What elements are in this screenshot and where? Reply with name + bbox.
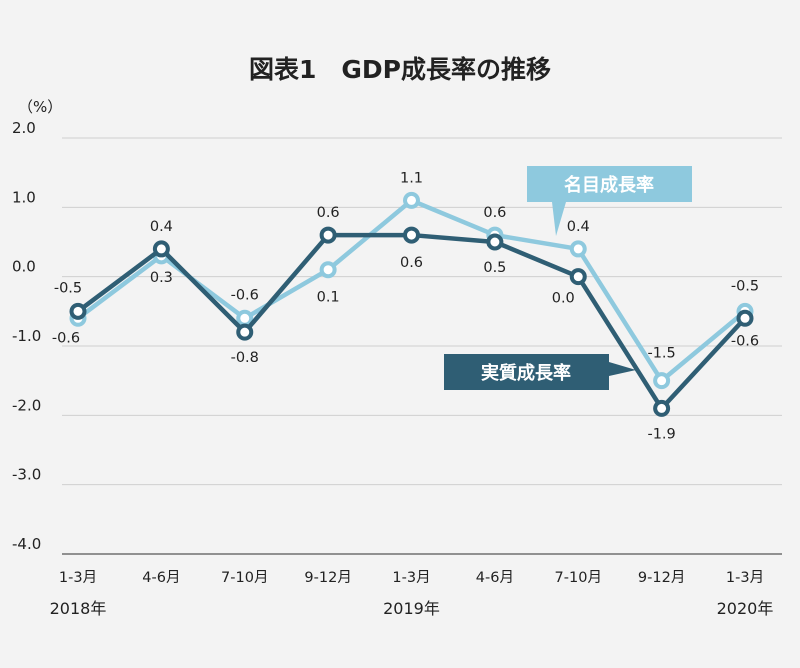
x-axis-category-labels: 1-3月 4-6月 7-10月 9-12月 1-3月 4-6月 7-10月 9-12月 1-3月: [59, 570, 764, 586]
data-point: [569, 240, 587, 258]
data-point: [236, 309, 254, 327]
data-label: -0.6: [52, 330, 80, 346]
x-category-label: 9-12月: [638, 570, 685, 586]
data-label: -1.9: [647, 426, 675, 442]
legend-nominal-pointer: [552, 202, 566, 236]
data-label: 0.6: [483, 205, 506, 221]
y-axis-tick-labels: 2.0 1.0 0.0 -1.0 -2.0 -3.0 -4.0: [12, 119, 41, 553]
data-label: -0.5: [54, 280, 82, 296]
x-category-label: 4-6月: [476, 570, 514, 586]
legend-real-pointer: [609, 362, 636, 376]
data-point: [569, 268, 587, 286]
data-label: -0.5: [731, 278, 759, 294]
data-point: [69, 302, 87, 320]
y-tick-label: 0.0: [12, 258, 36, 276]
data-label: -0.6: [231, 287, 259, 303]
data-point: [403, 226, 420, 244]
data-point: [152, 240, 170, 258]
x-category-label: 1-3月: [59, 570, 97, 586]
data-point: [236, 323, 254, 341]
legend-nominal: 名目成長率: [527, 166, 692, 236]
data-point: [736, 309, 754, 327]
y-tick-label: 1.0: [12, 188, 36, 206]
x-axis-year-labels: 2018年 2019年 2020年: [50, 599, 774, 618]
series-lines: [69, 191, 754, 417]
x-category-label: 1-3月: [392, 570, 430, 586]
data-label: 0.4: [150, 219, 173, 235]
y-tick-label: -3.0: [12, 466, 41, 484]
data-label: 0.1: [317, 290, 340, 306]
data-label: 0.3: [150, 270, 173, 286]
legend-nominal-box: [527, 166, 692, 202]
data-point: [486, 233, 504, 251]
data-label: 0.0: [552, 291, 575, 307]
data-point: [653, 399, 671, 417]
x-category-label: 7-10月: [555, 570, 602, 586]
data-point: [403, 191, 420, 209]
legend-real-box: [444, 354, 609, 390]
x-year-label: 2019年: [383, 599, 440, 618]
data-point: [319, 226, 337, 244]
legend-nominal-label: 名目成長率: [564, 174, 654, 196]
y-tick-label: -4.0: [12, 535, 41, 553]
grid-lines: [62, 137, 782, 555]
legend-real: 実質成長率: [444, 354, 636, 390]
y-tick-label: -1.0: [12, 327, 41, 345]
legend-real-label: 実質成長率: [481, 362, 571, 384]
data-label: 0.5: [483, 260, 506, 276]
data-label: 1.1: [400, 170, 423, 186]
data-label: -1.5: [647, 346, 675, 362]
x-year-label: 2020年: [717, 599, 774, 618]
y-tick-label: 2.0: [12, 119, 36, 137]
data-label: 0.6: [400, 255, 423, 271]
x-year-label: 2018年: [50, 599, 107, 618]
data-point: [319, 261, 337, 279]
data-label: -0.6: [731, 333, 759, 349]
y-tick-label: -2.0: [12, 396, 41, 414]
y-axis-unit-label: （%）: [18, 98, 62, 116]
data-labels: -0.6 0.3 -0.6 0.1 1.1 0.6 0.4 -1.5 -0.5 -0.5 0.4 -0…: [52, 170, 759, 442]
data-label: -0.8: [231, 350, 259, 366]
x-category-label: 1-3月: [726, 570, 764, 586]
x-category-label: 4-6月: [142, 570, 180, 586]
x-category-label: 9-12月: [304, 570, 351, 586]
chart-title: 図表1 GDP成長率の推移: [249, 55, 551, 84]
data-label: 0.6: [317, 205, 340, 221]
data-label: 0.4: [567, 219, 590, 235]
series-real: [69, 226, 754, 417]
data-point: [653, 372, 671, 390]
x-category-label: 7-10月: [221, 570, 268, 586]
